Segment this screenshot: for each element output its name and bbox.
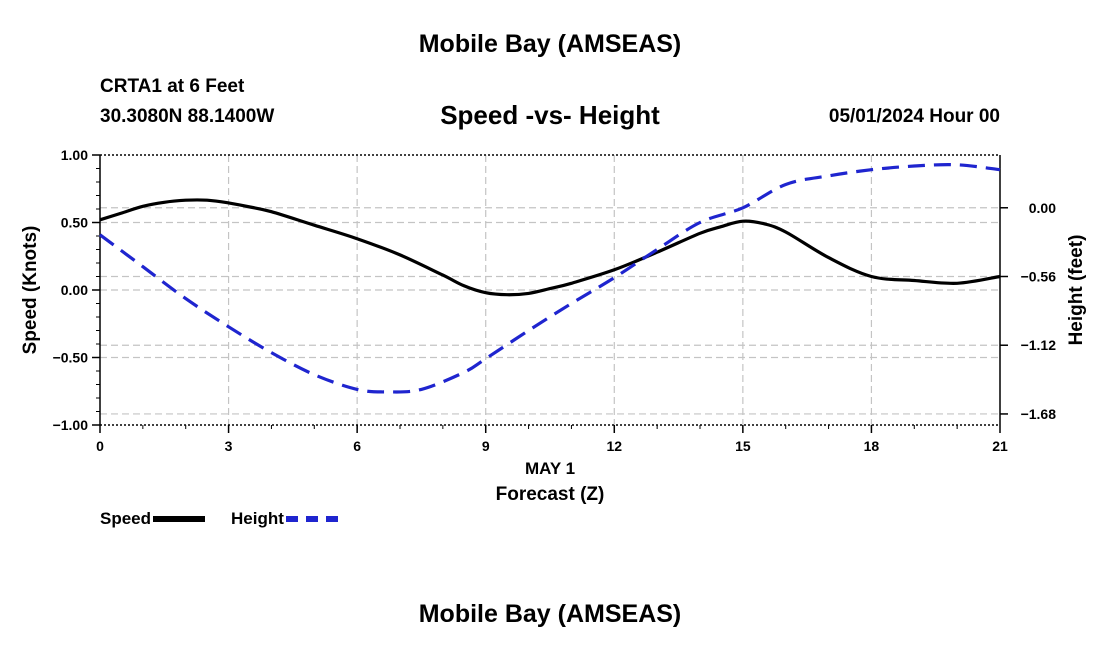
right-tick-label: −0.56 — [1021, 269, 1057, 285]
right-axis-title: Height (feet) — [1066, 235, 1087, 346]
chart-title: Speed -vs- Height — [440, 100, 660, 130]
series-speed-line — [99, 198, 1001, 297]
page-title: Mobile Bay (AMSEAS) — [418, 30, 682, 58]
legend-speed-label: Speed — [100, 509, 152, 528]
x-tick-label: 6 — [353, 438, 361, 454]
forecast-date: 05/01/2024 Hour 00 — [828, 106, 1000, 127]
x-tick-label: 12 — [606, 438, 622, 454]
station-coordinates: 30.3080N 88.1400W — [100, 106, 275, 127]
legend-speed: Speed — [100, 509, 206, 529]
left-tick-label: −0.50 — [53, 350, 89, 366]
left-tick-label: −1.00 — [53, 417, 89, 433]
legend-speed-swatch — [153, 516, 206, 522]
legend-height-label: Height — [231, 509, 284, 528]
left-tick-label: 0.00 — [61, 282, 88, 298]
x-tick-label: 18 — [864, 438, 880, 454]
footer-title: Mobile Bay (AMSEAS) — [418, 600, 682, 628]
left-tick-label: 0.50 — [61, 215, 88, 231]
right-tick-label: −1.12 — [1021, 337, 1057, 353]
x-tick-label: 21 — [992, 438, 1008, 454]
station-name: CRTA1 at 6 Feet — [100, 76, 245, 97]
x-tick-label: 15 — [735, 438, 751, 454]
legend-height: Height — [231, 509, 338, 529]
right-tick-label: 0.00 — [1029, 200, 1056, 216]
left-tick-label: 1.00 — [61, 147, 88, 163]
x-axis-date-label: MAY 1 — [525, 459, 575, 478]
x-tick-label: 3 — [225, 438, 233, 454]
x-tick-label: 0 — [96, 438, 104, 454]
x-tick-label: 9 — [482, 438, 490, 454]
legend-height-swatch — [285, 516, 338, 522]
left-axis-title: Speed (Knots) — [20, 226, 41, 355]
series-height-line — [99, 163, 1001, 394]
x-axis-title: Forecast (Z) — [496, 484, 605, 505]
right-tick-label: −1.68 — [1021, 406, 1057, 422]
